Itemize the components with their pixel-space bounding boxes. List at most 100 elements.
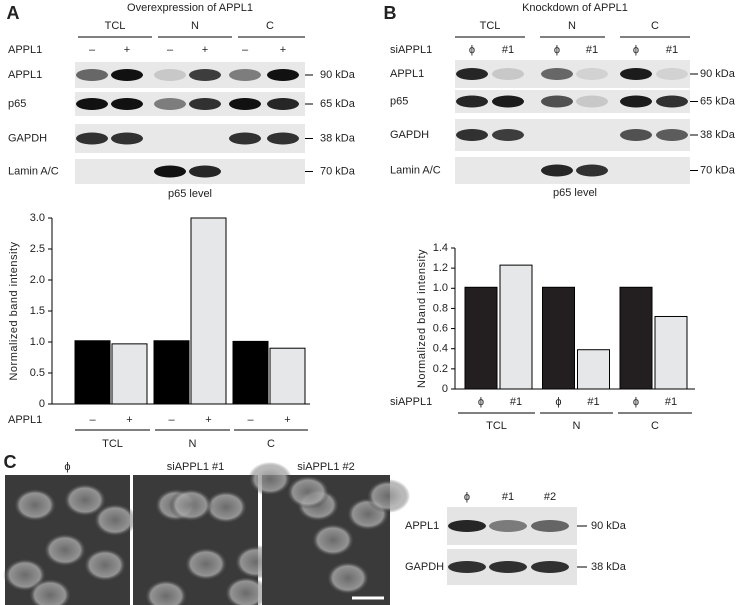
x-tick-label: N [189, 438, 197, 450]
row-label: APPL1 [405, 520, 439, 532]
lane-group: TCL [105, 20, 126, 32]
band [189, 69, 221, 81]
y-tick-label: 1.5 [30, 305, 45, 317]
band [489, 561, 527, 573]
y-tick-label: 2.0 [30, 274, 45, 286]
bar [499, 264, 533, 390]
band [448, 520, 486, 532]
lane-label: #2 [544, 491, 556, 503]
band [656, 95, 688, 108]
series-label: ϕ [478, 396, 484, 408]
band [189, 165, 221, 178]
band [267, 98, 299, 110]
blot-strip [455, 119, 690, 151]
row-label: GAPDH [390, 129, 429, 141]
series-label: + [126, 414, 132, 426]
band [656, 129, 688, 141]
condition: ϕ [554, 44, 560, 56]
marker-label: 38 kDa [320, 132, 356, 144]
series-label: + [205, 414, 211, 426]
image-label: siAPPL1 #1 [167, 461, 224, 473]
y-axis-label: Normalized band intensity [416, 249, 428, 388]
bar [542, 286, 575, 390]
cell [93, 503, 137, 537]
band [576, 164, 608, 177]
cell [13, 488, 57, 522]
panel-label: B [384, 3, 397, 23]
marker-label: 90 kDa [591, 520, 627, 532]
treatment-label: APPL1 [8, 44, 42, 56]
x-tick-label: TCL [102, 438, 123, 450]
bar [74, 340, 111, 405]
condition: ϕ [633, 44, 639, 56]
y-tick-label: 0 [39, 398, 45, 410]
cell [184, 547, 228, 581]
band [541, 164, 573, 177]
row-label: APPL1 [390, 68, 424, 80]
marker-label: 38 kDa [700, 129, 736, 141]
marker-label: 38 kDa [591, 561, 627, 573]
condition: #1 [666, 44, 678, 56]
lane-group: TCL [480, 20, 501, 32]
band [267, 69, 299, 81]
y-tick-label: 0.5 [30, 367, 45, 379]
lane-group: C [651, 20, 659, 32]
x-tick-label: TCL [486, 420, 507, 432]
band [541, 68, 573, 80]
y-tick-label: 1.2 [433, 262, 448, 274]
bar [464, 286, 498, 390]
band [492, 68, 524, 80]
cell [366, 479, 410, 513]
band [229, 132, 261, 145]
condition: #1 [586, 44, 598, 56]
y-tick-label: 1.4 [433, 242, 448, 254]
band [492, 95, 524, 108]
band [111, 69, 143, 81]
cell [326, 561, 370, 595]
band [267, 132, 299, 145]
cell [204, 490, 248, 524]
y-tick-label: 1.0 [433, 282, 448, 294]
series-label: – [89, 414, 96, 426]
lane-label: ϕ [464, 491, 470, 503]
marker-label: 90 kDa [700, 68, 736, 80]
band [620, 68, 652, 80]
lane-group: N [568, 20, 576, 32]
band [620, 95, 652, 108]
y-tick-label: 0.4 [433, 343, 448, 355]
condition: – [242, 44, 249, 56]
row-label: p65 [390, 95, 408, 107]
cell [144, 579, 188, 605]
y-axis-label: Normalized band intensity [8, 241, 20, 380]
band [229, 98, 261, 110]
cell [83, 548, 127, 582]
band [76, 69, 108, 81]
series-label: – [168, 414, 175, 426]
series-label: #1 [510, 396, 522, 408]
band [576, 95, 608, 108]
bar [153, 340, 190, 405]
x-axis-label: siAPPL1 [390, 396, 432, 408]
lane-group: N [191, 20, 199, 32]
series-label: ϕ [555, 396, 561, 408]
y-tick-label: 1.0 [30, 336, 45, 348]
x-tick-label: C [267, 438, 275, 450]
bar [232, 340, 269, 405]
band [154, 98, 186, 110]
cell [169, 488, 213, 522]
x-tick-label: N [573, 420, 581, 432]
band [154, 69, 186, 81]
marker-label: 65 kDa [320, 98, 356, 110]
condition: + [202, 44, 208, 56]
bar [269, 347, 306, 405]
condition: – [167, 44, 174, 56]
marker-label: 65 kDa [700, 95, 736, 107]
band [154, 165, 186, 178]
cell [43, 533, 87, 567]
cell [248, 462, 292, 496]
band [576, 68, 608, 80]
band [531, 561, 569, 573]
cell [224, 576, 268, 605]
condition: #1 [502, 44, 514, 56]
y-tick-label: 2.5 [30, 243, 45, 255]
